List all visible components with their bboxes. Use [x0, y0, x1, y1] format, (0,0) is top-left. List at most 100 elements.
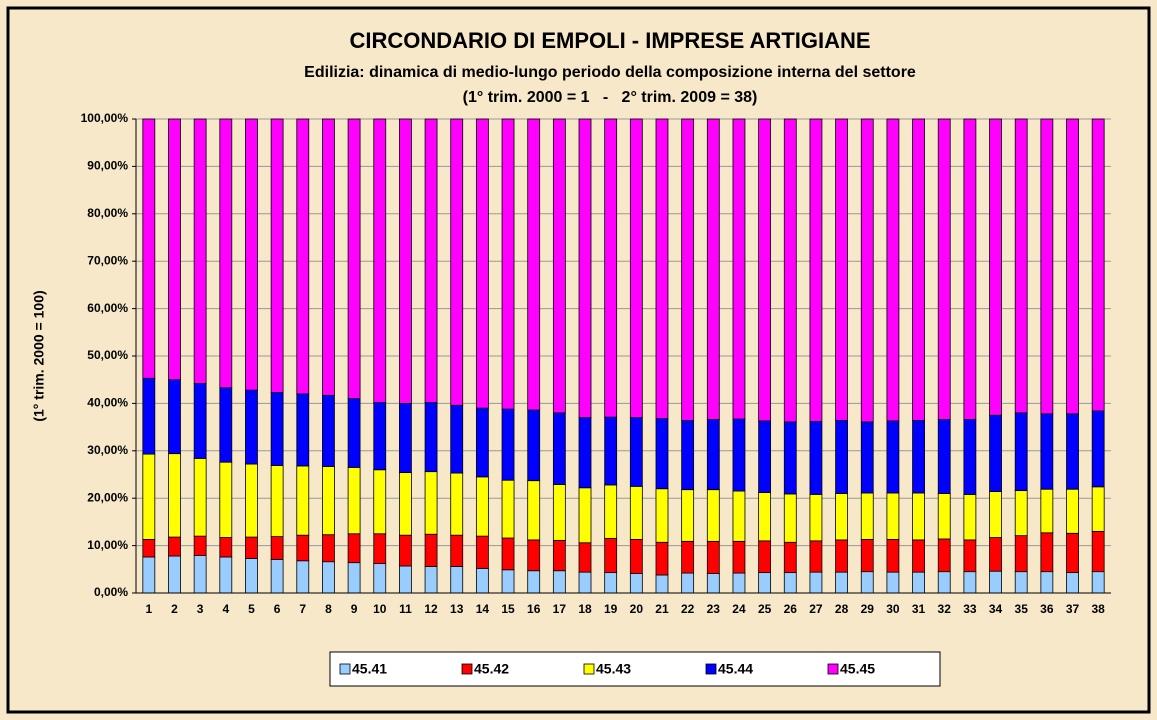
bar-segment [578, 571, 592, 594]
y-tick-label: 10,00% [87, 538, 128, 552]
bar-segment [373, 533, 387, 565]
bar-segment [193, 118, 207, 384]
bar-segment [168, 536, 181, 557]
bar-segment [732, 418, 746, 492]
bar-segment [296, 118, 310, 395]
bar-segment [783, 421, 797, 495]
bar-segment [1040, 118, 1054, 415]
bar-segment [1040, 532, 1054, 573]
bar-segment [1066, 488, 1079, 534]
bar-segment [219, 118, 233, 389]
bar-segment [193, 555, 207, 594]
bar-segment [219, 556, 233, 594]
x-tick-label: 22 [681, 602, 695, 616]
bar-segment [347, 118, 361, 400]
y-tick-label: 80,00% [87, 206, 128, 220]
bar-segment [296, 560, 310, 594]
bar-segment [1066, 118, 1079, 415]
bar-segment [809, 571, 823, 594]
bar-segment [963, 539, 977, 573]
bar-segment [629, 539, 643, 574]
bar-segment [245, 463, 258, 538]
bar-segment [912, 571, 925, 594]
bar-segment [296, 534, 310, 562]
x-tick-label: 11 [399, 602, 412, 616]
bar-segment [963, 118, 977, 420]
bar-segment [142, 377, 156, 455]
bar-segment [322, 561, 335, 594]
bar-segment [963, 571, 977, 594]
y-tick-label: 70,00% [87, 253, 128, 267]
bar-segment [399, 402, 412, 474]
legend-swatch [583, 663, 595, 675]
bar-segment [1014, 535, 1028, 573]
x-tick-label: 36 [1040, 602, 1054, 616]
x-tick-label: 33 [963, 602, 977, 616]
bar-segment [475, 535, 489, 569]
bar-segment [604, 118, 618, 418]
y-tick-label: 50,00% [87, 348, 128, 362]
bar-segment [270, 118, 284, 393]
x-tick-label: 35 [1015, 602, 1029, 616]
bar-segment [552, 539, 566, 572]
x-tick-label: 18 [578, 602, 592, 616]
bar-segment [1091, 486, 1105, 532]
bar-segment [347, 398, 361, 468]
bar-segment [706, 489, 720, 542]
bar-segment [758, 420, 772, 493]
bar-segment [322, 118, 335, 396]
bar-segment [424, 566, 438, 594]
x-tick-label: 37 [1066, 602, 1080, 616]
bar-segment [886, 118, 900, 422]
chart-subtitle: Edilizia: dinamica di medio-lungo period… [304, 64, 916, 81]
bar-segment [989, 118, 1002, 416]
y-tick-label: 90,00% [87, 159, 128, 173]
bar-segment [399, 472, 412, 536]
bar-segment [835, 420, 848, 494]
bar-segment [373, 402, 387, 471]
bar-segment [1014, 118, 1028, 414]
x-tick-label: 24 [732, 602, 746, 616]
x-tick-label: 32 [938, 602, 952, 616]
bar-segment [758, 572, 772, 594]
bar-segment [860, 492, 874, 540]
bar-segment [219, 461, 233, 538]
bar-segment [655, 541, 669, 576]
bar-segment [783, 118, 797, 423]
bar-segment [270, 558, 284, 594]
bar-segment [1040, 488, 1054, 534]
chart-subtitle: (1° trim. 2000 = 1 - 2° trim. 2009 = 38) [463, 89, 758, 106]
bar-segment [860, 421, 874, 494]
bar-segment [937, 538, 951, 573]
bar-segment [552, 484, 566, 541]
bar-segment [527, 480, 541, 541]
bar-segment [578, 118, 592, 419]
x-tick-label: 29 [861, 602, 875, 616]
bar-segment [989, 491, 1002, 538]
y-tick-label: 20,00% [87, 490, 128, 504]
bar-segment [142, 556, 156, 594]
bar-segment [527, 409, 541, 482]
x-tick-label: 27 [809, 602, 823, 616]
bar-segment [245, 536, 258, 559]
legend-label: 45.45 [840, 661, 875, 677]
bar-segment [989, 537, 1002, 572]
bar-segment [501, 118, 515, 410]
bar-segment [937, 493, 951, 540]
y-tick-label: 100,00% [81, 111, 129, 125]
bar-segment [475, 567, 489, 594]
x-tick-label: 15 [501, 602, 515, 616]
bar-segment [168, 379, 181, 455]
bar-segment [886, 492, 900, 540]
bar-segment [732, 540, 746, 574]
bar-segment [501, 479, 515, 539]
bar-segment [783, 572, 797, 594]
bar-segment [835, 118, 848, 421]
bar-segment [578, 542, 592, 573]
bar-segment [681, 420, 695, 491]
bar-segment [886, 420, 900, 494]
bar-segment [629, 573, 643, 594]
bar-segment [989, 414, 1002, 492]
bar-segment [399, 534, 412, 567]
